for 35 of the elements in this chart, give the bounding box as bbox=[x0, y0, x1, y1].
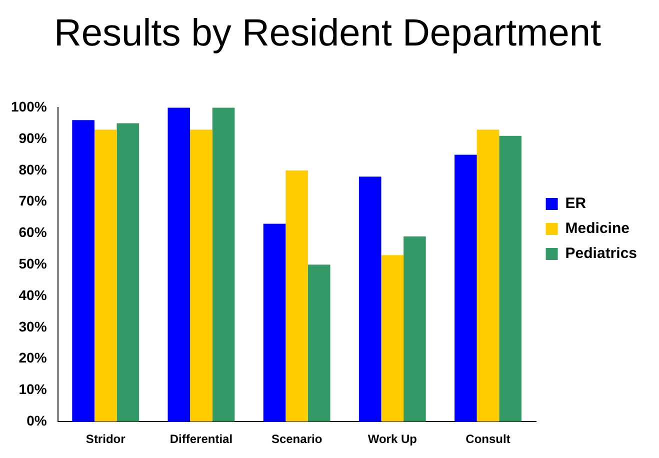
bar bbox=[308, 264, 330, 422]
y-tick-label: 100% bbox=[10, 98, 48, 114]
bar bbox=[499, 136, 522, 422]
y-tick-label: 70% bbox=[18, 192, 48, 209]
x-tick-label: Differential bbox=[170, 432, 233, 446]
bar bbox=[72, 120, 94, 422]
legend-label: Medicine bbox=[565, 220, 630, 238]
bar bbox=[454, 154, 477, 422]
y-tick-label: 50% bbox=[18, 255, 48, 272]
bar bbox=[263, 224, 286, 422]
y-tick-label: 20% bbox=[18, 350, 48, 366]
chart-title: Results by Resident Department bbox=[54, 12, 602, 54]
y-tick-label: 40% bbox=[18, 286, 48, 303]
legend-label: Pediatrics bbox=[565, 245, 638, 262]
x-tick-label: Scenario bbox=[271, 432, 322, 446]
bar bbox=[116, 123, 140, 422]
y-tick-label: 80% bbox=[18, 161, 48, 178]
y-tick-label: 0% bbox=[26, 412, 48, 428]
y-tick-label: 10% bbox=[18, 381, 48, 398]
legend-label: ER bbox=[565, 195, 586, 212]
bar bbox=[286, 170, 308, 422]
bar bbox=[212, 108, 235, 422]
bar bbox=[168, 108, 190, 422]
x-tick-label: Stridor bbox=[86, 432, 126, 446]
y-tick-label: 90% bbox=[18, 130, 48, 146]
x-tick-label: Work Up bbox=[368, 432, 417, 446]
x-tick-label: Consult bbox=[466, 432, 510, 446]
bar bbox=[404, 236, 426, 422]
bar bbox=[358, 176, 382, 422]
bar bbox=[476, 130, 500, 422]
bar bbox=[94, 130, 117, 422]
y-tick-label: 30% bbox=[18, 318, 48, 334]
y-tick-label: 60% bbox=[18, 224, 48, 240]
bar bbox=[190, 130, 212, 422]
bar bbox=[381, 255, 404, 422]
